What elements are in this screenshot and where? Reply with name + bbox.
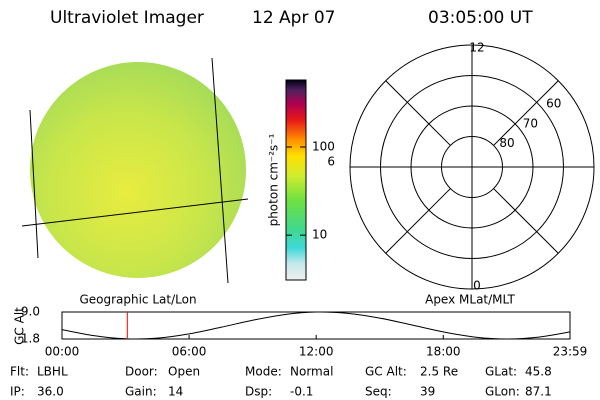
info-label: GLon:	[485, 385, 520, 399]
info-value: 87.1	[525, 385, 552, 399]
info-value: LBHL	[37, 365, 68, 379]
polar-spoke	[493, 80, 559, 146]
info-label: Seq:	[365, 385, 392, 399]
info-label: Door:	[125, 365, 158, 379]
info-label: IP:	[10, 385, 25, 399]
info-value: 39	[420, 385, 435, 399]
y-tick-label: 9.0	[21, 305, 40, 319]
colorbar-tick-label: 10	[312, 228, 327, 242]
y-tick-label: 1.8	[21, 332, 40, 346]
info-label: Flt:	[10, 365, 29, 379]
date: 12 Apr 07	[252, 8, 335, 28]
polar-spoke	[385, 188, 451, 254]
info-label: Gain:	[125, 385, 157, 399]
info-value: 45.8	[525, 365, 552, 379]
polar-spoke	[385, 80, 451, 146]
mlat-label: 60	[546, 97, 561, 111]
mlat-label: 80	[499, 136, 514, 150]
y-axis-label: GC Alt	[13, 307, 27, 345]
x-tick-label: 18:00	[426, 345, 461, 359]
info-value: Open	[168, 365, 200, 379]
panel-label: Geographic Lat/Lon	[79, 293, 196, 307]
mlat-label: 70	[523, 116, 538, 130]
x-tick-label: 23:59	[553, 345, 588, 359]
plot-frame	[61, 311, 571, 340]
colorbar-label: photon cm⁻²s⁻¹	[267, 133, 281, 226]
info-label: Dsp:	[245, 385, 272, 399]
info-value: Normal	[290, 365, 333, 379]
time: 03:05:00 UT	[428, 8, 533, 28]
geo-grid	[21, 57, 249, 284]
info-value: 14	[168, 385, 183, 399]
mlt-label: 12	[469, 41, 484, 55]
info-value: 2.5 Re	[420, 365, 458, 379]
colorbar	[285, 79, 307, 281]
mlt-label: 0	[473, 279, 481, 293]
polar-label: Apex MLat/MLT	[425, 293, 515, 307]
polar-spoke	[493, 188, 559, 254]
info-label: Mode:	[245, 365, 282, 379]
colorbar-tick-label: 100	[312, 139, 335, 153]
title: Ultraviolet Imager	[50, 8, 204, 28]
info-value: -0.1	[290, 385, 313, 399]
info-label: GLat:	[485, 365, 517, 379]
info-label: GC Alt:	[365, 365, 407, 379]
earth-disk	[30, 62, 246, 278]
x-tick-label: 06:00	[172, 345, 207, 359]
altitude-line	[61, 311, 571, 340]
x-tick-label: 00:00	[45, 345, 80, 359]
x-tick-label: 12:00	[299, 345, 334, 359]
image-panel: Geographic Lat/Lon	[21, 57, 249, 307]
info-value: 36.0	[37, 385, 64, 399]
mlt-label: 6	[327, 155, 335, 169]
